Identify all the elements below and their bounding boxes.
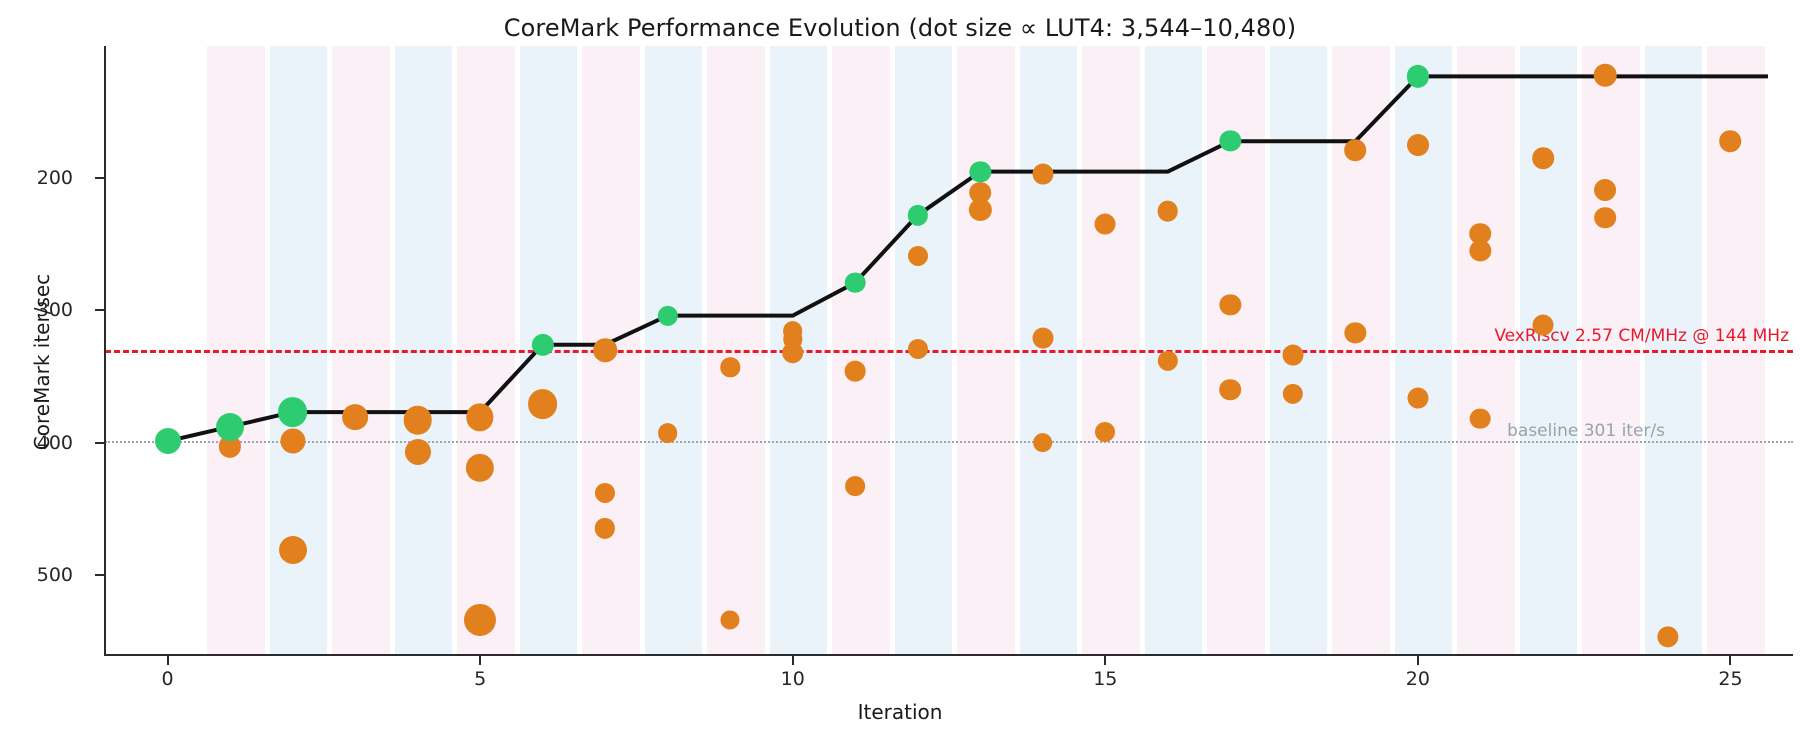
candidate-point	[466, 403, 494, 432]
candidate-point	[1594, 63, 1617, 87]
y-tick-label: 300	[36, 299, 73, 322]
vexriscv-reference-line	[105, 350, 1793, 353]
x-tick-mark	[791, 656, 794, 665]
candidate-point	[720, 357, 740, 377]
x-tick-mark	[166, 656, 169, 665]
x-tick-label: 0	[161, 668, 174, 690]
candidate-point	[781, 341, 804, 364]
candidate-point	[1282, 344, 1304, 366]
candidate-point	[1532, 147, 1554, 170]
candidate-point	[1094, 213, 1116, 235]
candidate-point	[1532, 314, 1554, 336]
y-tick-label: 200	[36, 167, 73, 190]
candidate-point	[1719, 130, 1742, 152]
candidate-point	[1219, 378, 1242, 401]
candidate-point	[1469, 240, 1492, 262]
baseline-annotation: baseline 301 iter/s	[1507, 421, 1665, 442]
x-axis-label: Iteration	[857, 700, 943, 724]
candidate-point	[280, 428, 306, 454]
best-so-far-point	[657, 305, 678, 326]
x-tick-label: 25	[1718, 668, 1743, 690]
candidate-point	[465, 453, 495, 482]
x-tick-label: 20	[1405, 668, 1430, 690]
x-tick-mark	[479, 656, 482, 665]
y-tick-mark	[95, 177, 104, 180]
candidate-point	[969, 198, 992, 222]
candidate-point	[1344, 139, 1367, 162]
vexriscv-annotation: VexRiscv 2.57 CM/MHz @ 144 MHz	[1494, 326, 1789, 346]
best-so-far-point	[277, 397, 308, 428]
y-axis-spine	[104, 46, 106, 655]
candidate-point	[593, 338, 617, 362]
candidate-point	[1032, 327, 1054, 349]
best-so-far-point	[844, 272, 866, 293]
candidate-point	[1470, 408, 1491, 430]
y-tick-mark	[95, 573, 104, 576]
y-tick-label: 400	[36, 431, 73, 454]
best-so-far-step-line	[167, 74, 1768, 444]
candidate-point	[1344, 322, 1367, 344]
y-axis-label: CoreMark iter/sec	[30, 273, 54, 451]
candidate-point	[1095, 421, 1116, 442]
candidate-point	[403, 405, 432, 435]
candidate-point	[969, 181, 992, 204]
candidate-point	[1594, 207, 1617, 229]
y-tick-mark	[95, 441, 104, 444]
candidate-point	[845, 476, 866, 496]
candidate-point	[907, 246, 928, 267]
plot-area: VexRiscv 2.57 CM/MHz @ 144 MHz baseline …	[105, 46, 1793, 654]
best-so-far-point	[1406, 65, 1429, 88]
baseline-reference-line	[105, 441, 1793, 444]
candidate-point	[218, 435, 242, 458]
x-tick-label: 10	[780, 668, 805, 690]
candidate-point	[1406, 134, 1429, 157]
best-so-far-point	[154, 428, 181, 455]
candidate-point	[657, 423, 678, 444]
y-tick-label: 500	[36, 563, 73, 586]
x-tick-mark	[1729, 656, 1732, 665]
candidate-point	[1407, 387, 1429, 409]
x-tick-label: 15	[1093, 668, 1118, 690]
candidate-point	[1157, 200, 1179, 222]
y-tick-mark	[95, 309, 104, 312]
candidate-point	[464, 603, 497, 636]
candidate-point	[1157, 350, 1178, 371]
candidate-point	[907, 338, 928, 359]
x-tick-label: 5	[474, 668, 487, 690]
candidate-point	[720, 610, 740, 630]
x-tick-mark	[1104, 656, 1107, 665]
page-title: CoreMark Performance Evolution (dot size…	[503, 14, 1297, 42]
candidate-point	[1219, 294, 1241, 316]
best-so-far-point	[969, 160, 991, 183]
best-so-far-point	[531, 333, 554, 356]
candidate-point	[404, 438, 431, 465]
candidate-point	[1594, 179, 1617, 202]
candidate-point	[1282, 383, 1304, 404]
candidate-point	[1469, 222, 1492, 245]
candidate-point	[278, 535, 307, 564]
candidate-point	[1657, 626, 1679, 648]
x-axis-spine	[104, 654, 1793, 656]
x-tick-mark	[1416, 656, 1419, 665]
candidate-point	[594, 518, 616, 539]
best-so-far-point	[907, 205, 928, 226]
candidate-point	[342, 404, 368, 431]
candidate-point	[844, 360, 866, 382]
candidate-point	[595, 482, 616, 503]
best-so-far-point	[216, 412, 245, 441]
candidate-point	[527, 389, 558, 420]
best-so-far-point	[1219, 130, 1241, 152]
candidate-point	[1032, 432, 1053, 453]
candidate-point	[1032, 163, 1054, 185]
